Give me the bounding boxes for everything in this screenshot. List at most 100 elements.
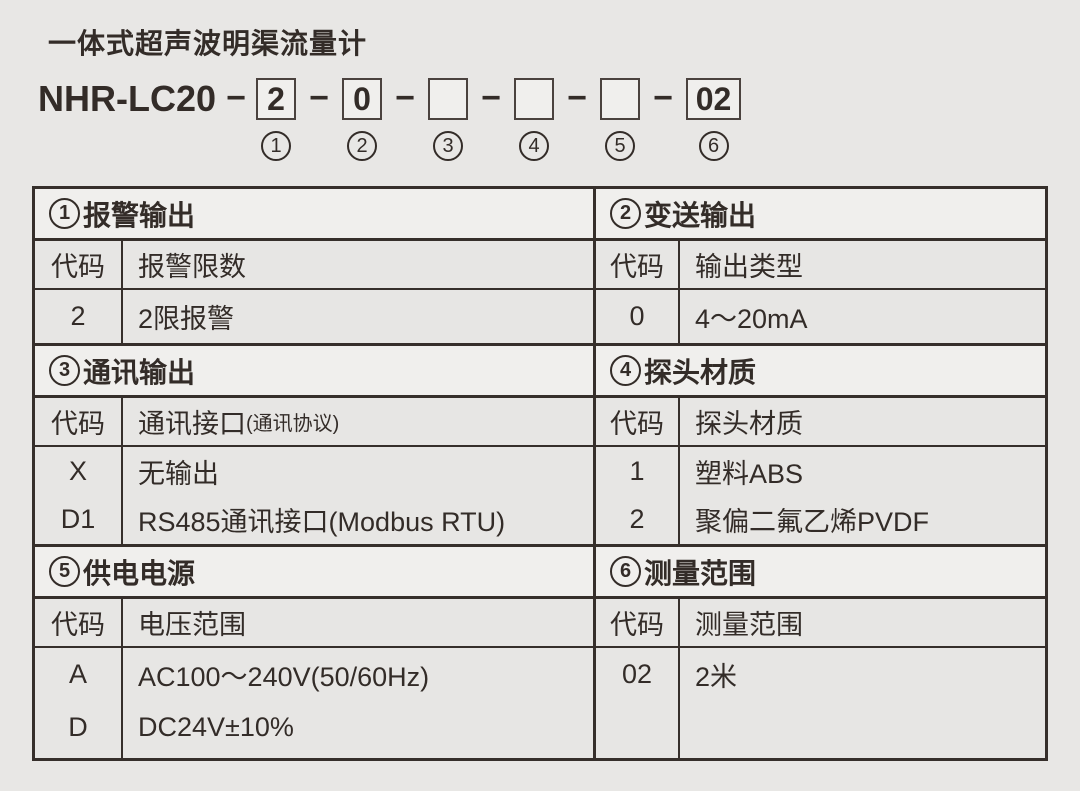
section-measure-range: 6 测量范围 代码 测量范围 02 2米 <box>596 547 1045 758</box>
model-dash: − <box>309 79 329 117</box>
column-header-row: 代码 输出类型 <box>596 241 1045 290</box>
model-box-1: 2 <box>256 78 297 120</box>
page-title: 一体式超声波明渠流量计 <box>48 28 368 59</box>
desc-column: 4～20mA <box>680 290 1045 343</box>
column-header-cell: 电压范围 <box>138 610 246 640</box>
section-data: 02 2米 <box>596 648 1045 758</box>
column-header-cell: 输出类型 <box>695 252 803 282</box>
code-header-cell: 代码 <box>35 241 123 288</box>
section-title: 5 供电电源 <box>35 547 593 599</box>
section-probe-material: 4 探头材质 代码 探头材质 1 2 塑料ABS 聚偏二氟乙烯PVDF <box>596 346 1045 544</box>
code-cell: D1 <box>60 503 96 534</box>
section-data: 2 2限报警 <box>35 290 593 343</box>
table-band-2: 3 通讯输出 代码 通讯接口 (通讯协议) X D1 无输出 RS485通讯接口(… <box>35 346 1045 547</box>
position-circle-2: 2 <box>347 131 378 161</box>
desc-column: 无输出 RS485通讯接口(Modbus RTU) <box>123 447 593 544</box>
model-box-5 <box>600 78 641 120</box>
code-cell: A <box>68 659 87 689</box>
desc-cell: 2米 <box>695 662 738 692</box>
table-band-3: 5 供电电源 代码 电压范围 A D AC100～240V(50/60Hz) D… <box>35 547 1045 758</box>
code-cell: 2 <box>629 503 645 534</box>
model-number-line: NHR-LC20 − 2 1 − 0 2 − 3 − 4 − 5 − 02 6 <box>38 78 1080 161</box>
section-alarm-output: 1 报警输出 代码 报警限数 2 2限报警 <box>35 189 596 343</box>
section-transmit-output: 2 变送输出 代码 输出类型 0 4～20mA <box>596 189 1045 343</box>
section-title: 6 测量范围 <box>596 547 1045 599</box>
code-column: 0 <box>596 290 680 343</box>
position-circle-4: 4 <box>519 131 550 161</box>
section-number-circle: 3 <box>49 355 80 386</box>
position-circle-3: 3 <box>433 131 464 161</box>
code-column: 1 2 <box>596 447 680 544</box>
column-header-cell: 通讯接口 (通讯协议) <box>123 398 593 445</box>
desc-cell: 无输出 <box>138 458 219 489</box>
desc-cell: 4～20mA <box>695 304 808 334</box>
code-column: 02 <box>596 648 680 758</box>
code-cell: 2 <box>70 301 86 331</box>
section-number-circle: 4 <box>610 355 641 386</box>
column-header-row: 代码 测量范围 <box>596 599 1045 648</box>
column-header-cell: 探头材质 <box>695 409 803 439</box>
model-slot-4: 4 <box>514 78 555 161</box>
ordering-table: 1 报警输出 代码 报警限数 2 2限报警 2 变送输出 <box>32 186 1048 761</box>
model-box-4 <box>514 78 555 120</box>
model-slot-1: 2 1 <box>256 78 297 161</box>
section-number-circle: 2 <box>610 198 641 229</box>
code-header-cell: 代码 <box>35 398 123 445</box>
desc-cell: DC24V±10% <box>138 712 294 742</box>
position-circle-6: 6 <box>698 131 729 161</box>
model-dash: − <box>395 79 415 117</box>
model-dash: − <box>226 79 246 117</box>
section-title-label: 通讯输出 <box>83 356 196 388</box>
code-header-cell: 代码 <box>35 599 123 646</box>
model-box-2: 0 <box>342 78 383 120</box>
section-title-label: 供电电源 <box>83 557 196 589</box>
model-dash: − <box>653 79 673 117</box>
model-box-6: 02 <box>686 78 742 120</box>
model-slot-6: 02 6 <box>686 78 742 161</box>
code-cell: X <box>68 455 87 486</box>
section-title: 3 通讯输出 <box>35 346 593 398</box>
column-header-cell: 报警限数 <box>138 252 246 282</box>
desc-cell: AC100～240V(50/60Hz) <box>138 662 430 692</box>
model-box-3 <box>428 78 469 120</box>
column-header-row: 代码 通讯接口 (通讯协议) <box>35 398 593 447</box>
column-header-row: 代码 探头材质 <box>596 398 1045 447</box>
section-power-supply: 5 供电电源 代码 电压范围 A D AC100～240V(50/60Hz) D… <box>35 547 596 758</box>
desc-cell: 2限报警 <box>138 304 235 334</box>
section-number-circle: 6 <box>610 556 641 587</box>
column-header-cell: 测量范围 <box>695 610 803 640</box>
code-header-cell: 代码 <box>596 599 680 646</box>
model-prefix: NHR-LC20 <box>38 78 217 119</box>
section-data: 1 2 塑料ABS 聚偏二氟乙烯PVDF <box>596 447 1045 544</box>
column-header-main: 通讯接口 <box>138 409 246 439</box>
section-title: 1 报警输出 <box>35 189 593 241</box>
desc-cell: 聚偏二氟乙烯PVDF <box>695 506 930 537</box>
section-data: X D1 无输出 RS485通讯接口(Modbus RTU) <box>35 447 593 544</box>
code-column: A D <box>35 648 123 758</box>
section-title: 2 变送输出 <box>596 189 1045 241</box>
section-data: A D AC100～240V(50/60Hz) DC24V±10% <box>35 648 593 758</box>
desc-column: 塑料ABS 聚偏二氟乙烯PVDF <box>680 447 1045 544</box>
code-cell: D <box>68 712 88 742</box>
desc-column: 2米 <box>680 648 1045 758</box>
model-slot-5: 5 <box>600 78 641 161</box>
model-slot-3: 3 <box>428 78 469 161</box>
code-column: 2 <box>35 290 123 343</box>
section-title: 4 探头材质 <box>596 346 1045 398</box>
column-header-row: 代码 报警限数 <box>35 241 593 290</box>
column-header-row: 代码 电压范围 <box>35 599 593 648</box>
code-cell: 0 <box>629 301 645 331</box>
code-cell: 1 <box>629 455 645 486</box>
code-cell: 02 <box>621 659 653 689</box>
section-title-label: 测量范围 <box>644 557 757 589</box>
position-circle-5: 5 <box>605 131 636 161</box>
code-header-cell: 代码 <box>596 241 680 288</box>
position-circle-1: 1 <box>261 131 292 161</box>
section-number-circle: 5 <box>49 556 80 587</box>
desc-cell: 塑料ABS <box>695 458 804 489</box>
model-dash: − <box>567 79 587 117</box>
desc-column: 2限报警 <box>123 290 593 343</box>
section-title-label: 变送输出 <box>644 199 757 231</box>
section-title-label: 探头材质 <box>644 356 757 388</box>
section-data: 0 4～20mA <box>596 290 1045 343</box>
